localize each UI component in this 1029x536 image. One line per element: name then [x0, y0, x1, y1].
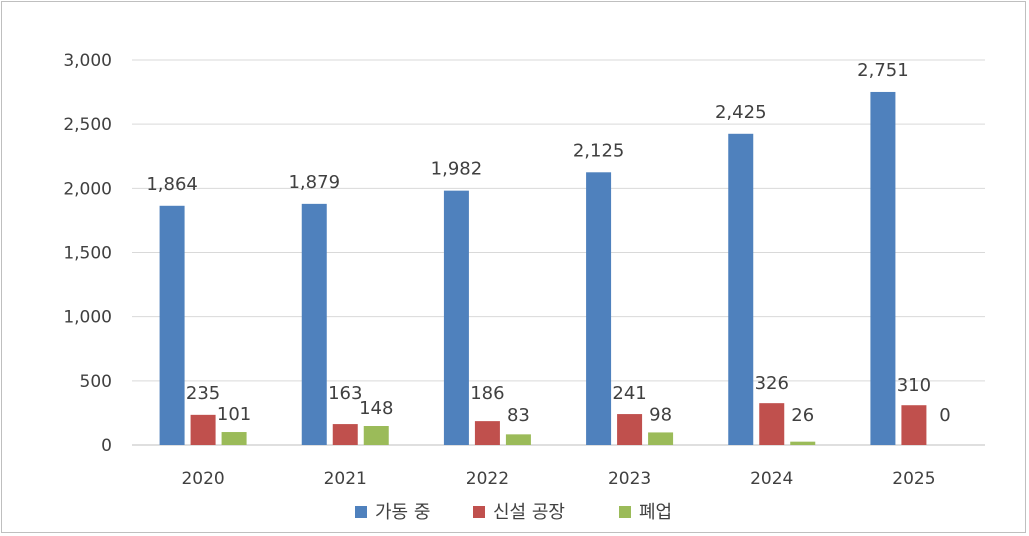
bar-1: [301, 203, 327, 445]
y-tick-label: 500: [80, 372, 112, 392]
data-label: 98: [649, 404, 672, 425]
x-tick-label: 2023: [608, 469, 651, 489]
x-tick-label: 2022: [466, 469, 509, 489]
data-label: 186: [470, 383, 504, 404]
data-label: 26: [791, 405, 814, 426]
data-label: 241: [612, 383, 646, 404]
data-label: 2,125: [573, 140, 625, 161]
data-label: 0: [939, 405, 950, 426]
legend: 가동 중 신설 공장 폐업: [355, 502, 672, 523]
y-tick-label: 2,500: [63, 115, 112, 135]
x-tick-label: 2025: [892, 469, 935, 489]
data-label: 101: [217, 404, 251, 425]
legend-label: 신설 공장: [493, 502, 565, 523]
data-label: 2,425: [715, 102, 767, 123]
data-label: 83: [507, 405, 530, 426]
legend-swatch: [473, 506, 485, 518]
bar-3: [221, 432, 247, 445]
bar-2: [759, 403, 785, 445]
y-tick-label: 3,000: [63, 51, 112, 71]
x-tick-label: 2020: [181, 469, 224, 489]
bars: [159, 91, 927, 445]
bar-1: [870, 91, 896, 445]
data-label: 1,864: [146, 174, 198, 195]
bar-2: [474, 421, 500, 445]
bar-3: [363, 426, 389, 445]
bar-2: [617, 414, 643, 445]
bar-1: [159, 205, 185, 445]
data-label: 235: [186, 383, 220, 404]
legend-swatch: [355, 506, 367, 518]
data-label: 148: [359, 398, 393, 419]
y-tick-label: 1,500: [63, 244, 112, 264]
x-axis-ticks: 2020 2021 2022 2023 2024 2025: [181, 469, 935, 489]
y-tick-label: 2,000: [63, 179, 112, 199]
legend-label: 가동 중: [375, 502, 430, 523]
data-label: 1,982: [431, 159, 483, 180]
x-tick-label: 2021: [324, 469, 367, 489]
bar-1: [586, 172, 612, 445]
bar-2: [190, 414, 216, 445]
data-label: 326: [755, 373, 789, 394]
data-label: 2,751: [857, 60, 909, 81]
bar-3: [505, 434, 531, 445]
bar-1: [443, 190, 469, 445]
y-axis-ticks: 0 500 1,000 1,500 2,000 2,500 3,000: [63, 51, 112, 456]
bar-1: [728, 133, 754, 445]
legend-label: 폐업: [639, 502, 672, 523]
bar-3: [648, 432, 674, 445]
bar-2: [901, 405, 927, 445]
data-label: 310: [897, 375, 931, 396]
gridlines: [132, 59, 985, 446]
data-label: 1,879: [288, 172, 340, 193]
legend-swatch: [619, 506, 631, 518]
bar-2: [332, 424, 358, 445]
y-tick-label: 0: [101, 436, 112, 456]
y-tick-label: 1,000: [63, 308, 112, 328]
bar-3: [790, 441, 816, 445]
x-tick-label: 2024: [750, 469, 793, 489]
data-label: 163: [328, 383, 362, 404]
